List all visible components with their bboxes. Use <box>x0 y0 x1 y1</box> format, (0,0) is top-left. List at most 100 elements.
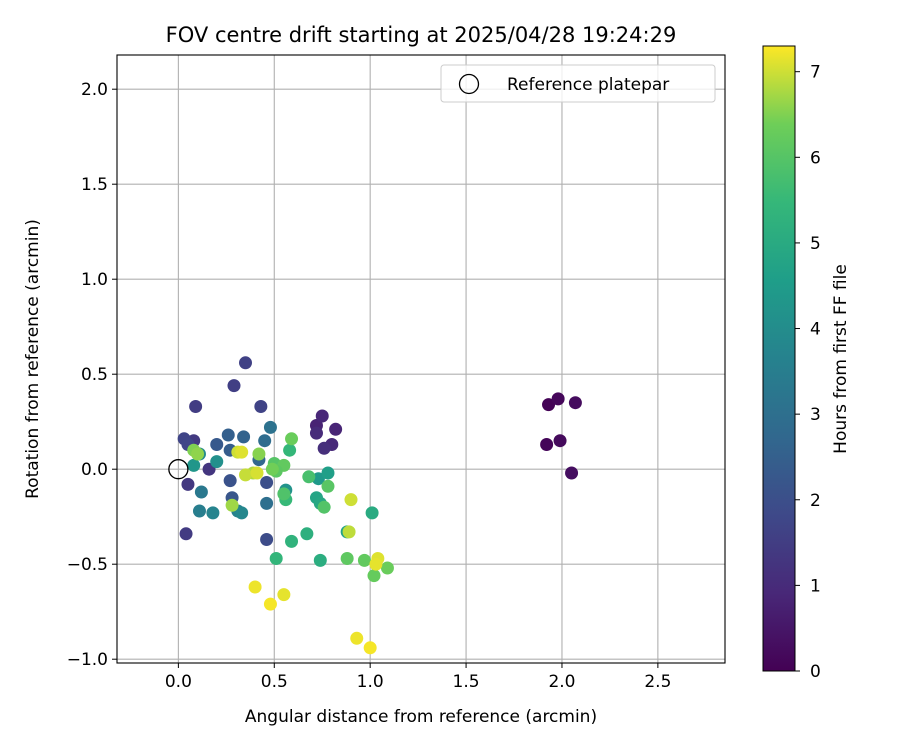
data-point <box>321 466 335 480</box>
data-point <box>265 462 279 476</box>
data-point <box>317 441 331 455</box>
data-point <box>321 479 335 493</box>
data-point <box>206 506 220 520</box>
data-point <box>192 504 206 518</box>
data-point <box>283 443 297 457</box>
data-point <box>309 426 323 440</box>
data-point <box>210 438 224 451</box>
data-point <box>237 430 251 444</box>
data-point <box>248 580 262 594</box>
data-point <box>225 498 239 512</box>
data-point <box>329 422 343 436</box>
x-tick-label: 0.5 <box>261 672 288 692</box>
data-point <box>277 588 291 602</box>
plot-frame <box>116 54 726 664</box>
reference-platepar-marker <box>168 459 189 480</box>
data-point <box>285 432 299 446</box>
y-axis-label: Rotation from reference (arcmin) <box>23 219 43 499</box>
data-point <box>235 445 249 459</box>
colorbar-tick-label: 1 <box>810 576 821 596</box>
colorbar-tick-label: 7 <box>810 63 821 83</box>
data-point <box>344 493 358 507</box>
data-point <box>357 553 371 567</box>
data-points <box>168 356 582 655</box>
data-point <box>568 396 582 410</box>
colorbar: 0 1 2 3 4 5 6 7 Hours from first FF file <box>762 45 851 682</box>
data-point <box>260 476 274 489</box>
data-point <box>260 496 274 510</box>
data-point <box>367 569 381 583</box>
colorbar-tick-label: 4 <box>810 320 821 340</box>
data-point <box>540 438 554 451</box>
x-axis-ticks: 0.0 0.5 1.0 1.5 2.0 2.5 <box>165 663 671 692</box>
data-point <box>221 428 235 442</box>
data-point <box>250 466 264 480</box>
data-point <box>258 434 272 448</box>
data-point <box>181 477 195 491</box>
x-tick-label: 0.0 <box>165 672 192 692</box>
colorbar-tick-label: 6 <box>810 148 821 168</box>
legend-box <box>440 64 716 103</box>
y-tick-label: 1.5 <box>81 175 108 195</box>
data-point <box>194 485 208 499</box>
data-point <box>317 500 331 514</box>
data-point <box>553 434 567 448</box>
data-point <box>235 506 249 520</box>
data-point <box>179 527 193 541</box>
data-point <box>565 466 579 480</box>
legend-entry-reference: Reference platepar <box>507 75 669 95</box>
data-point <box>342 525 356 539</box>
legend-reference-marker <box>458 73 480 95</box>
x-tick-label: 1.0 <box>357 672 384 692</box>
colorbar-gradient <box>763 46 795 671</box>
data-point <box>252 447 266 461</box>
data-point <box>380 561 394 575</box>
x-tick-label: 1.5 <box>453 672 480 692</box>
colorbar-tick-label: 3 <box>810 405 821 425</box>
legend: Reference platepar <box>440 64 716 103</box>
data-point <box>369 557 383 571</box>
y-tick-label: 2.0 <box>81 80 108 100</box>
data-point <box>254 400 268 413</box>
y-tick-label: −1.0 <box>67 650 108 670</box>
x-tick-label: 2.5 <box>644 672 671 692</box>
colorbar-tick-label: 0 <box>810 662 821 682</box>
data-point <box>260 533 274 546</box>
data-point <box>350 631 364 645</box>
data-point <box>239 356 253 370</box>
data-point <box>189 400 203 413</box>
colorbar-ticks: 0 1 2 3 4 5 6 7 <box>795 63 821 682</box>
data-point <box>191 447 205 461</box>
data-point <box>263 420 277 434</box>
y-tick-label: 0.5 <box>81 365 108 385</box>
data-point <box>263 597 277 611</box>
x-tick-label: 2.0 <box>548 672 575 692</box>
data-point <box>187 458 201 472</box>
x-axis-label: Angular distance from reference (arcmin) <box>245 707 597 727</box>
data-point <box>300 527 314 541</box>
data-point <box>315 409 329 423</box>
colorbar-tick-label: 5 <box>810 234 821 254</box>
chart-title: FOV centre drift starting at 2025/04/28 … <box>166 23 677 47</box>
data-point <box>227 379 241 393</box>
data-point <box>239 468 253 482</box>
grid <box>117 55 725 663</box>
data-point <box>223 474 237 488</box>
data-point <box>269 552 283 565</box>
colorbar-label: Hours from first FF file <box>831 264 851 454</box>
y-tick-label: 0.0 <box>81 460 108 480</box>
data-point <box>365 506 379 520</box>
data-point <box>277 487 291 501</box>
data-point <box>542 398 556 412</box>
colorbar-tick-label: 2 <box>810 491 821 511</box>
data-point <box>302 470 316 484</box>
data-point <box>210 455 224 469</box>
y-tick-label: 1.0 <box>81 270 108 290</box>
data-point <box>363 641 377 655</box>
data-point <box>285 534 299 548</box>
colorbar-frame <box>762 45 796 672</box>
data-point <box>551 392 565 406</box>
y-axis-ticks: −1.0 −0.5 0.0 0.5 1.0 1.5 2.0 <box>67 80 117 670</box>
y-tick-label: −0.5 <box>67 555 108 575</box>
